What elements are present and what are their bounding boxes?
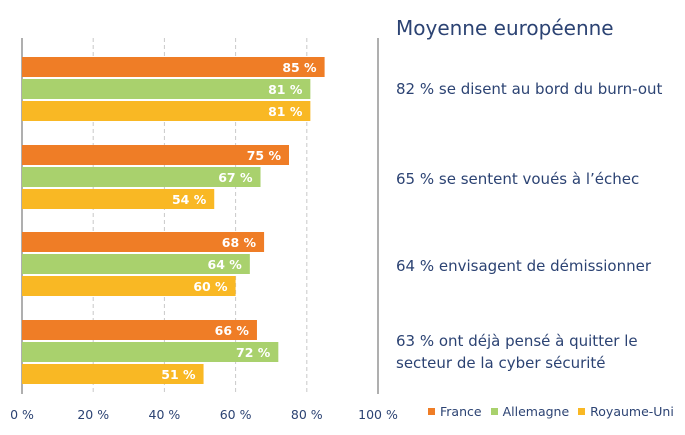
legend-item-allemagne: Allemagne	[490, 404, 570, 419]
bar-value-label: 60 %	[193, 279, 228, 294]
bar-value-label: 72 %	[236, 345, 271, 360]
bar-value-label: 85 %	[282, 60, 317, 75]
legend-label-france: France	[440, 404, 482, 419]
legend-swatch-france	[428, 408, 435, 415]
legend-item-royaume-uni: Royaume-Uni	[578, 404, 674, 419]
x-tick-label: 100 %	[358, 407, 398, 422]
legend: France Allemagne Royaume-Uni	[428, 404, 683, 419]
bar-value-label: 66 %	[215, 323, 250, 338]
bar-value-label: 54 %	[172, 192, 207, 207]
bar	[22, 254, 250, 274]
bar-value-label: 75 %	[247, 148, 282, 163]
bar	[22, 232, 265, 252]
average-item-4-line2: secteur de la cyber sécurité	[396, 354, 606, 372]
legend-swatch-allemagne	[490, 408, 498, 415]
bar	[22, 167, 261, 187]
legend-label-allemagne: Allemagne	[502, 404, 570, 419]
x-tick-label: 80 %	[291, 407, 323, 422]
bar	[22, 364, 204, 384]
bar	[22, 101, 311, 121]
x-tick-label: 20 %	[77, 407, 109, 422]
average-item-4-line1: 63 % ont déjà pensé à quitter le	[396, 332, 638, 350]
average-item-2-line1: 65 % se sentent voués à l’échec	[396, 170, 640, 188]
average-item-1: 82 % se disent au bord du burn-out	[396, 78, 681, 100]
bar	[22, 320, 257, 340]
bar	[22, 145, 289, 165]
bar	[22, 79, 311, 99]
x-tick-label: 40 %	[149, 407, 181, 422]
average-item-3-line1: 64 % envisagent de démissionner	[396, 257, 651, 275]
x-tick-label: 0 %	[10, 407, 34, 422]
bar-value-label: 67 %	[218, 170, 253, 185]
panel-title: Moyenne européenne	[396, 16, 614, 40]
bar-value-label: 64 %	[208, 257, 243, 272]
average-item-4: 63 % ont déjà pensé à quitter le secteur…	[396, 330, 681, 374]
legend-swatch-royaume-uni	[578, 408, 586, 415]
bar	[22, 189, 215, 209]
legend-label-royaume-uni: Royaume-Uni	[590, 404, 674, 419]
legend-item-france: France	[428, 404, 482, 419]
x-tick-label: 60 %	[220, 407, 252, 422]
bar-value-label: 81 %	[268, 104, 303, 119]
average-item-2: 65 % se sentent voués à l’échec	[396, 168, 681, 190]
bar-value-label: 81 %	[268, 82, 303, 97]
bar-value-label: 51 %	[161, 367, 196, 382]
bar	[22, 276, 236, 296]
average-item-1-line1: 82 % se disent au bord du burn-out	[396, 80, 663, 98]
average-item-3: 64 % envisagent de démissionner	[396, 255, 681, 277]
bar	[22, 57, 325, 77]
bar	[22, 342, 279, 362]
bar-value-label: 68 %	[222, 235, 257, 250]
